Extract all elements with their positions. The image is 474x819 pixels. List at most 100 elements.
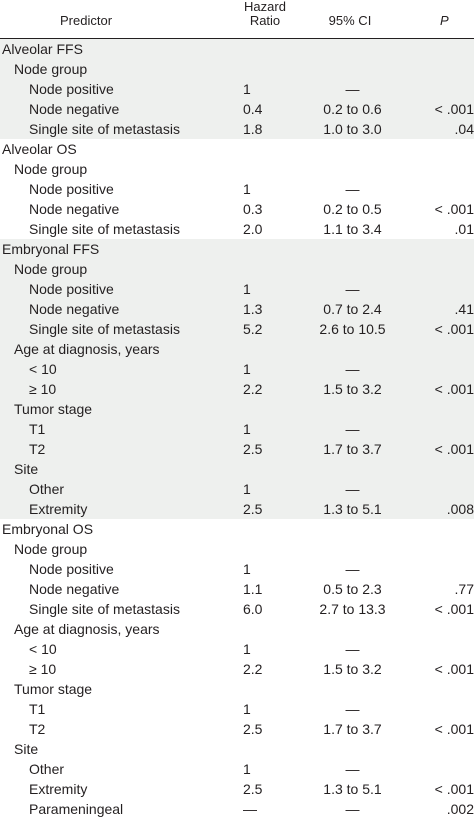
row-label: Single site of metastasis xyxy=(29,221,180,237)
row-label: < 10 xyxy=(29,361,57,377)
row-label: Single site of metastasis xyxy=(29,321,180,337)
table-section: Alveolar OS Node group Node positive 1— Node… xyxy=(0,139,474,239)
row-label: Other xyxy=(29,481,65,497)
ci-cell: 1.5 to 3.2 xyxy=(323,381,382,397)
table-row: Extremity 2.5 1.3 to 5.1 < .001 xyxy=(0,779,474,799)
table-row: Node negative 1.3 0.7 to 2.4 .41 xyxy=(0,299,474,319)
p-value-cell: < .001 xyxy=(434,201,474,217)
row-label: Node positive xyxy=(29,281,114,297)
ci-cell: 1.3 to 5.1 xyxy=(323,781,382,797)
section-title: Alveolar OS xyxy=(2,141,77,157)
hazard-ratio-cell: 1.1 xyxy=(243,581,263,597)
row-label: Node positive xyxy=(29,181,114,197)
row-label: Tumor stage xyxy=(14,681,93,697)
hazard-ratio-cell: 1 xyxy=(243,561,251,577)
hazard-ratio-cell: 1 xyxy=(243,761,251,777)
row-label: Node positive xyxy=(29,81,114,97)
row-label: ≥ 10 xyxy=(29,661,57,677)
row-label: T1 xyxy=(29,421,46,437)
ci-cell: — xyxy=(345,701,360,717)
row-label: Single site of metastasis xyxy=(29,601,180,617)
hazard-ratio-cell: 2.5 xyxy=(243,721,263,737)
table-row: Tumor stage xyxy=(0,679,474,699)
ci-cell: 1.1 to 3.4 xyxy=(323,221,382,237)
table-row: ≥ 10 2.2 1.5 to 3.2 < .001 xyxy=(0,659,474,679)
row-label: T1 xyxy=(29,701,46,717)
row-label: Parameningeal xyxy=(29,801,124,817)
p-value-cell: < .001 xyxy=(434,381,474,397)
row-label: Node negative xyxy=(29,201,120,217)
p-value-cell: .41 xyxy=(454,301,474,317)
ci-cell: — xyxy=(345,561,360,577)
ci-cell: 2.6 to 10.5 xyxy=(319,321,386,337)
table-section: Alveolar FFS Node group Node positive 1— Nod… xyxy=(0,39,474,139)
hazard-ratio-cell: 2.5 xyxy=(243,441,263,457)
row-label: Node negative xyxy=(29,101,120,117)
row-label: Node positive xyxy=(29,561,114,577)
section-title-row: Alveolar OS xyxy=(0,139,474,159)
table-row: T2 2.5 1.7 to 3.7 < .001 xyxy=(0,439,474,459)
table-row: Node group xyxy=(0,539,474,559)
row-label: T2 xyxy=(29,441,46,457)
ci-cell: — xyxy=(345,761,360,777)
hazard-ratio-cell: 1 xyxy=(243,701,251,717)
header-hazard-ratio-line2: Ratio xyxy=(249,13,281,28)
ci-cell: 1.0 to 3.0 xyxy=(323,121,382,137)
hazard-ratio-cell: — xyxy=(243,801,257,817)
hazard-ratio-cell: 1.8 xyxy=(243,121,263,137)
section-title: Alveolar FFS xyxy=(2,41,83,57)
p-value-cell: < .001 xyxy=(434,721,474,737)
p-value-cell: < .001 xyxy=(434,781,474,797)
table-row: Parameningeal — — .002 xyxy=(0,799,474,819)
row-label: Age at diagnosis, years xyxy=(14,621,160,637)
row-label: Site xyxy=(14,461,39,477)
table-row: Extremity 2.5 1.3 to 5.1 .008 xyxy=(0,499,474,519)
p-value-cell: .008 xyxy=(446,501,474,517)
header-ci: 95% CI xyxy=(328,13,372,28)
hazard-ratio-cell: 6.0 xyxy=(243,601,263,617)
table-row: Single site of metastasis 5.2 2.6 to 10.5 <… xyxy=(0,319,474,339)
table-row: Node group xyxy=(0,159,474,179)
ci-cell: — xyxy=(345,481,360,497)
table-row: Other 1 — xyxy=(0,479,474,499)
hazard-ratio-cell: 2.2 xyxy=(243,381,263,397)
row-label: Tumor stage xyxy=(14,401,93,417)
ci-cell: 1.7 to 3.7 xyxy=(323,441,382,457)
row-label: Node negative xyxy=(29,301,120,317)
table-row: Age at diagnosis, years xyxy=(0,339,474,359)
row-label: Extremity xyxy=(29,781,88,797)
row-label: Node group xyxy=(14,61,88,77)
section-title-row: Alveolar FFS xyxy=(0,39,474,59)
row-label: ≥ 10 xyxy=(29,381,57,397)
table-row: Age at diagnosis, years xyxy=(0,619,474,639)
table-row: T1 1 — xyxy=(0,419,474,439)
table-row: Node positive 1 — xyxy=(0,279,474,299)
p-value-cell: < .001 xyxy=(434,321,474,337)
p-value-cell: < .001 xyxy=(434,661,474,677)
table-row: Single site of metastasis 2.0 1.1 to 3.4 .0… xyxy=(0,219,474,239)
hazard-ratio-cell: 1.3 xyxy=(243,301,263,317)
table-row: Tumor stage xyxy=(0,399,474,419)
table-row: T2 2.5 1.7 to 3.7 < .001 xyxy=(0,719,474,739)
header-p-value: P xyxy=(440,13,449,28)
row-label: Node group xyxy=(14,261,88,277)
header-hazard-ratio: Hazard Ratio xyxy=(230,0,300,28)
ci-cell: — xyxy=(345,421,360,437)
table-row: Node group xyxy=(0,259,474,279)
header-predictor: Predictor xyxy=(60,13,113,28)
p-value-cell: .04 xyxy=(454,121,474,137)
row-label: Node group xyxy=(14,161,88,177)
hazard-ratio-cell: 0.3 xyxy=(243,201,263,217)
ci-cell: — xyxy=(345,801,360,817)
hazard-ratio-cell: 1 xyxy=(243,181,251,197)
table-row: Node positive 1 — xyxy=(0,559,474,579)
hazard-ratio-cell: 1 xyxy=(243,641,251,657)
p-value-cell: .77 xyxy=(454,581,474,597)
table-row: Site xyxy=(0,459,474,479)
table-row: Node group xyxy=(0,59,474,79)
p-value-cell: < .001 xyxy=(434,441,474,457)
hazard-ratio-cell: 2.2 xyxy=(243,661,263,677)
hazard-ratio-cell: 1 xyxy=(243,281,251,297)
table-row: Single site of metastasis 6.0 2.7 to 13.3 <… xyxy=(0,599,474,619)
